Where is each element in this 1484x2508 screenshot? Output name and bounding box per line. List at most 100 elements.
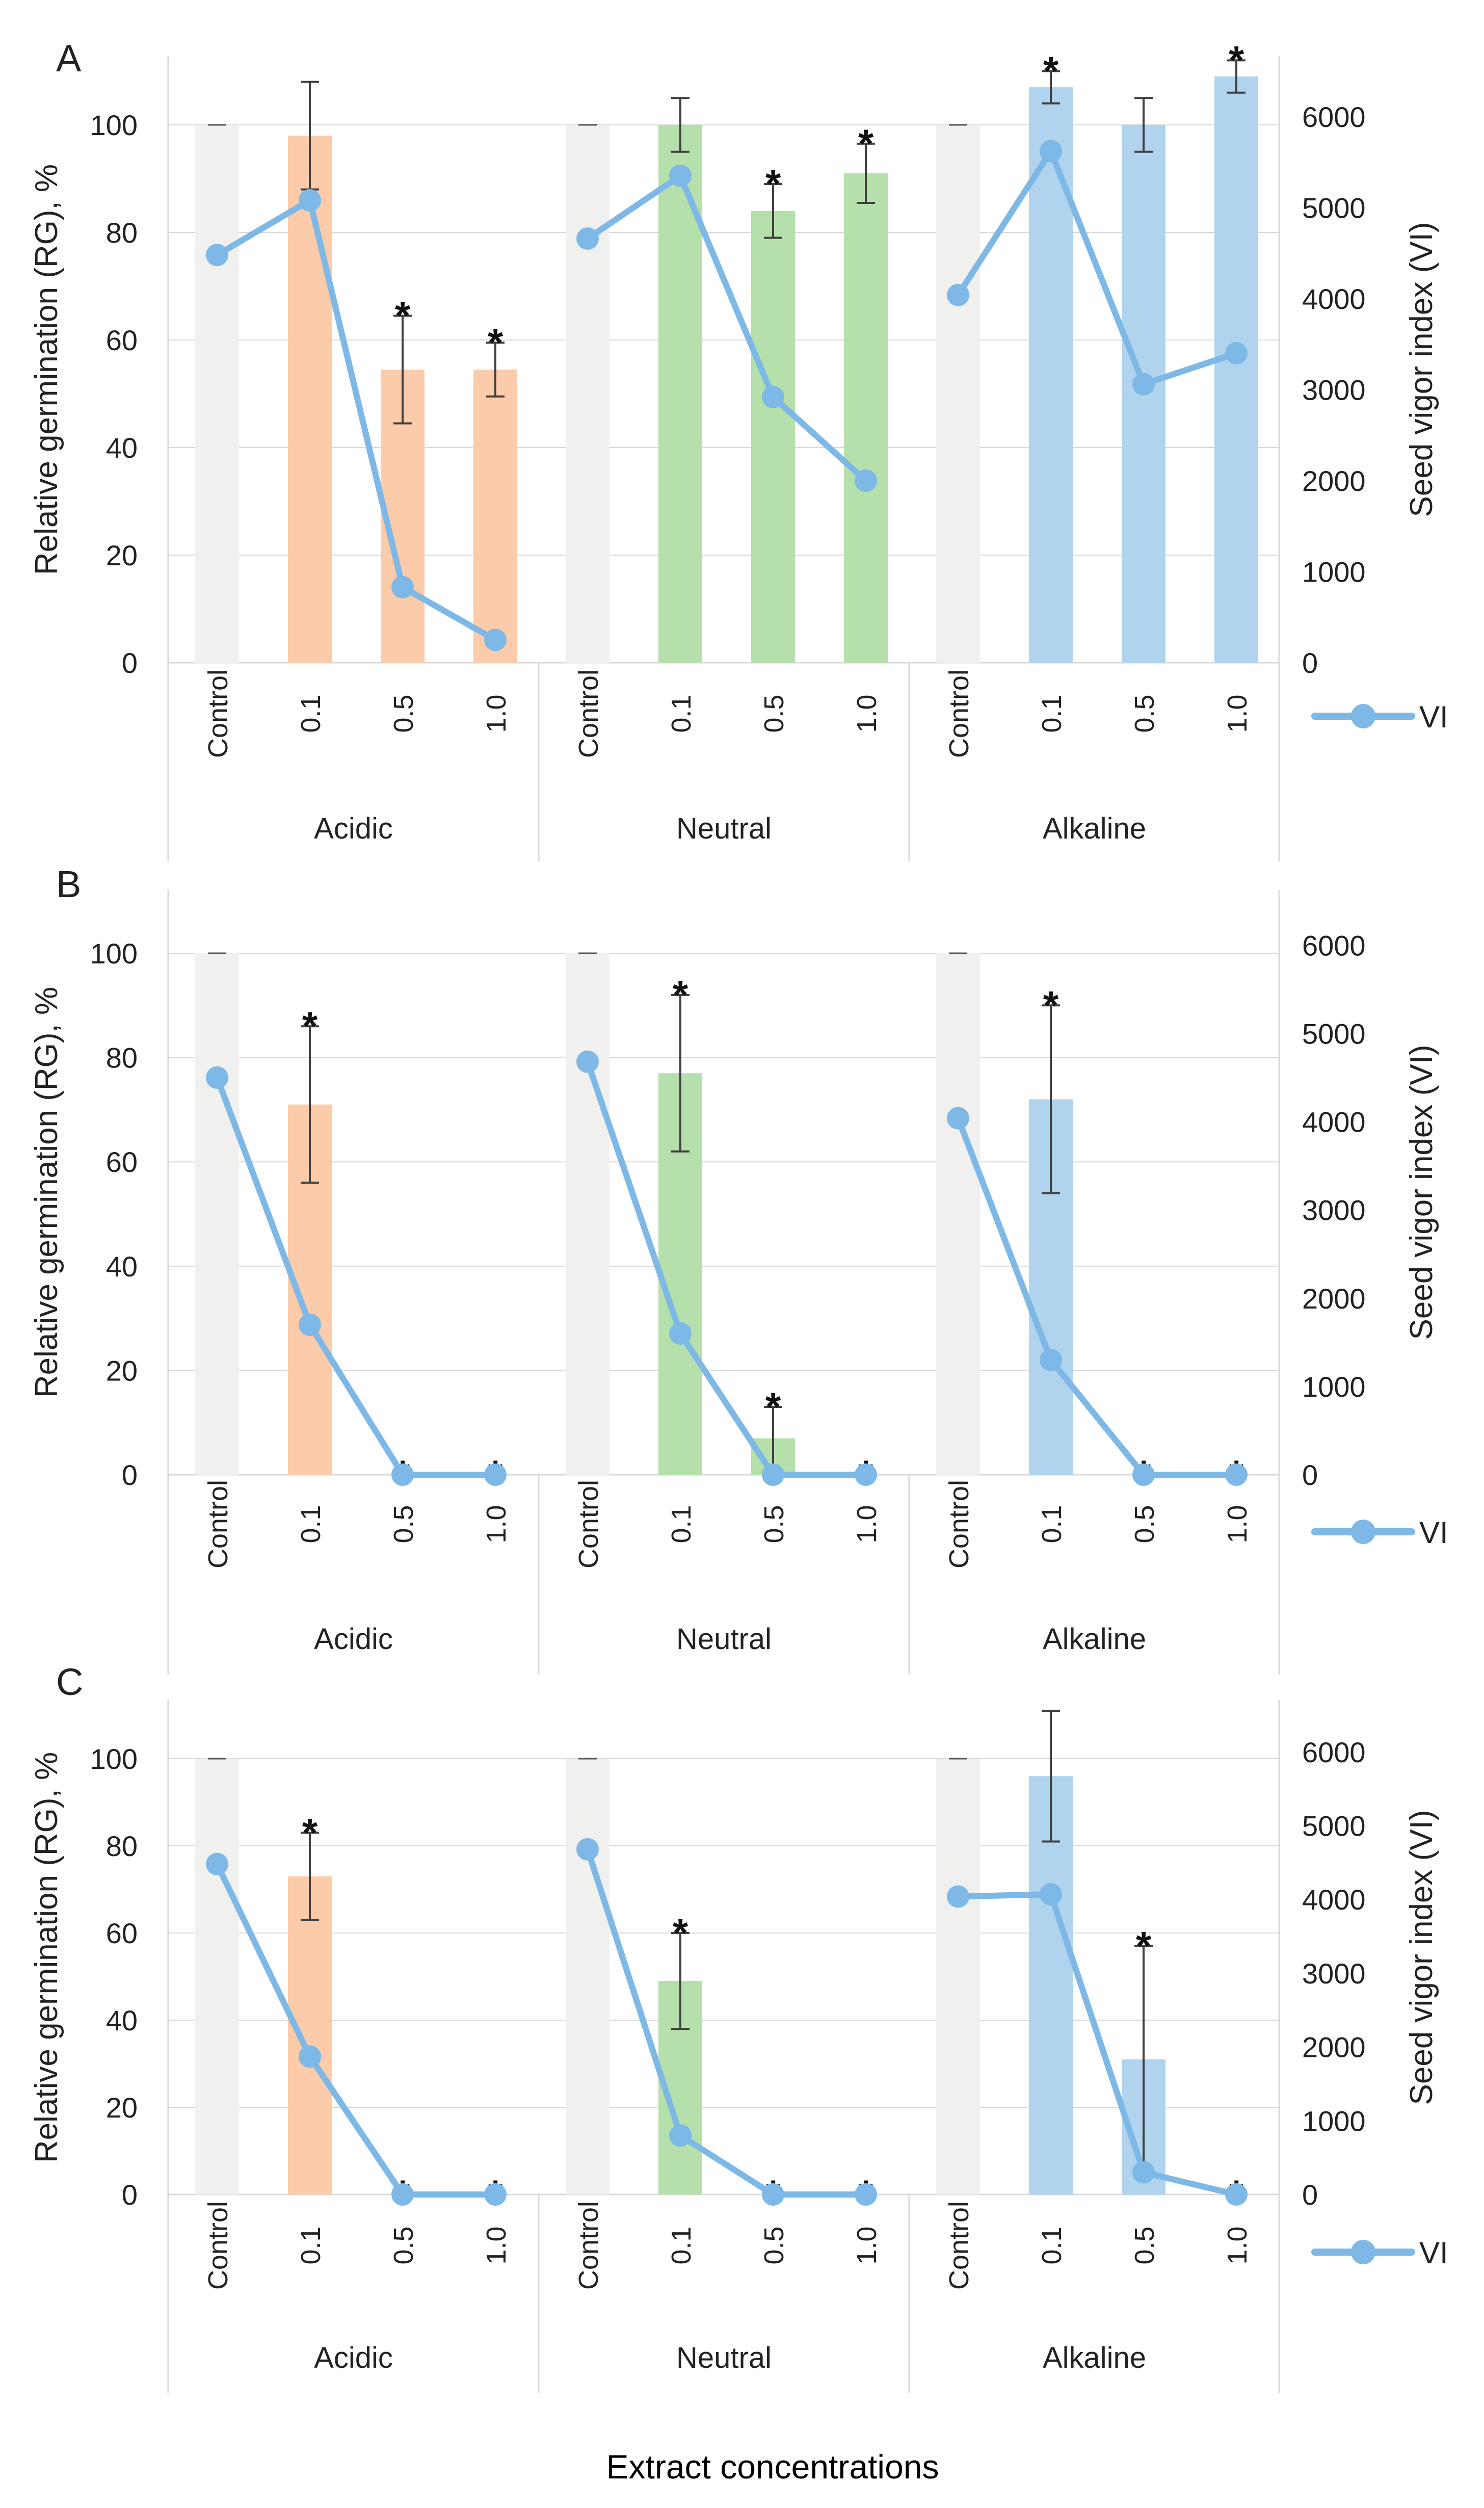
legend: VI <box>1311 1516 1448 1550</box>
significance-star: * <box>302 1003 318 1048</box>
category-label: 0.5 <box>388 694 419 733</box>
significance-star: * <box>1043 48 1059 93</box>
vi-series-line <box>214 197 498 643</box>
bar <box>1029 1776 1073 2194</box>
y2-tick-label: 3000 <box>1302 374 1366 406</box>
group-label: Neutral <box>676 1623 772 1656</box>
category-label: Control <box>944 669 974 758</box>
panel-label: A <box>56 37 82 80</box>
y-tick-label: 20 <box>106 539 138 571</box>
vi-point <box>947 1107 969 1130</box>
legend-marker <box>1351 704 1375 728</box>
y-tick-label: 80 <box>106 1042 138 1074</box>
legend-marker <box>1351 1520 1375 1544</box>
y-tick-label: 40 <box>106 1250 138 1283</box>
category-label: 0.5 <box>1129 694 1160 733</box>
panel-c: 0204060801000100020003000400050006000Rel… <box>29 1661 1448 2393</box>
bar <box>751 211 795 663</box>
y-tick-label: 80 <box>106 217 138 249</box>
category-label: 0.1 <box>1037 1505 1067 1543</box>
bar <box>936 1759 980 2194</box>
y2-tick-label: 4000 <box>1302 283 1366 315</box>
vi-point <box>947 283 969 306</box>
vi-series-line <box>955 1891 1239 2198</box>
category-label: Control <box>573 669 604 758</box>
group-label: Alkaline <box>1043 1623 1146 1656</box>
vi-series-line <box>585 172 869 484</box>
category-label: 0.1 <box>1037 2226 1067 2264</box>
significance-star: * <box>858 121 874 166</box>
vi-point <box>855 1464 877 1486</box>
bar <box>195 1759 239 2194</box>
bar <box>195 953 239 1475</box>
category-label: 0.5 <box>759 2226 789 2264</box>
group-label: Acidic <box>314 812 393 845</box>
vi-point <box>299 189 321 212</box>
vi-series-line <box>955 1115 1239 1478</box>
vi-point <box>947 1885 969 1908</box>
y2-tick-label: 3000 <box>1302 1957 1366 1990</box>
group-label: Alkaline <box>1043 812 1146 845</box>
legend: VI <box>1311 2236 1448 2270</box>
legend-label: VI <box>1419 1516 1448 1550</box>
significance-star: * <box>395 293 411 338</box>
bar <box>566 1759 610 2194</box>
category-label: 1.0 <box>481 694 512 733</box>
y2-tick-label: 4000 <box>1302 1884 1366 1916</box>
y-axis-title: Relative germination (RG), % <box>29 1752 64 2163</box>
y2-tick-label: 0 <box>1302 1459 1318 1491</box>
category-label: 0.1 <box>296 694 326 733</box>
vi-point <box>391 576 414 598</box>
category-label: 1.0 <box>481 2226 512 2264</box>
y-tick-label: 0 <box>122 2179 138 2211</box>
y2-tick-label: 0 <box>1302 2179 1318 2211</box>
significance-star: * <box>488 320 503 364</box>
vi-point <box>391 2183 414 2206</box>
vi-point <box>484 1464 507 1486</box>
y-tick-label: 0 <box>122 1459 138 1491</box>
vi-point <box>484 629 507 651</box>
panel-label: C <box>56 1661 83 1703</box>
y-tick-label: 40 <box>106 2004 138 2036</box>
y-tick-label: 100 <box>90 109 138 141</box>
category-label: Control <box>573 2201 604 2290</box>
category-label: 0.1 <box>296 1505 326 1543</box>
significance-star: * <box>765 161 781 206</box>
y2-tick-label: 5000 <box>1302 1017 1366 1050</box>
vi-point <box>299 1313 321 1336</box>
panel-a: 0204060801000100020003000400050006000Rel… <box>29 37 1448 861</box>
vi-point <box>1132 2161 1155 2184</box>
significance-star: * <box>1229 37 1244 82</box>
vi-point <box>669 1322 692 1345</box>
bar <box>936 125 980 663</box>
vi-point <box>484 2183 507 2206</box>
vi-point <box>1040 1348 1062 1371</box>
y-axis-title: Relative germination (RG), % <box>29 987 64 1398</box>
panel-b: 0204060801000100020003000400050006000Rel… <box>29 863 1448 1675</box>
vi-point <box>206 1852 228 1875</box>
category-label: 0.5 <box>759 1505 789 1543</box>
y2-axis-title: Seed vigor index (VI) <box>1404 1810 1439 2105</box>
significance-star: * <box>302 1810 318 1854</box>
y2-tick-label: 1000 <box>1302 1371 1366 1403</box>
vi-point <box>391 1464 414 1486</box>
y-tick-label: 20 <box>106 1354 138 1387</box>
legend-marker <box>1351 2240 1375 2264</box>
legend-label: VI <box>1419 700 1448 734</box>
category-label: 0.1 <box>296 2226 326 2264</box>
vi-point <box>762 385 784 408</box>
category-label: 0.5 <box>1129 2226 1160 2264</box>
vi-point <box>1040 140 1062 163</box>
bar <box>936 953 980 1475</box>
category-label: 0.5 <box>388 1505 419 1543</box>
bar <box>566 953 610 1475</box>
y-axis-title: Relative germination (RG), % <box>29 164 64 575</box>
significance-star: * <box>1043 982 1059 1027</box>
x-axis-title: Extract concentrations <box>606 2448 939 2486</box>
bar <box>473 370 517 663</box>
y2-axis-title: Seed vigor index (VI) <box>1404 1045 1439 1340</box>
significance-star: * <box>1136 1923 1152 1968</box>
category-label: Control <box>944 2201 974 2290</box>
y2-tick-label: 3000 <box>1302 1194 1366 1226</box>
